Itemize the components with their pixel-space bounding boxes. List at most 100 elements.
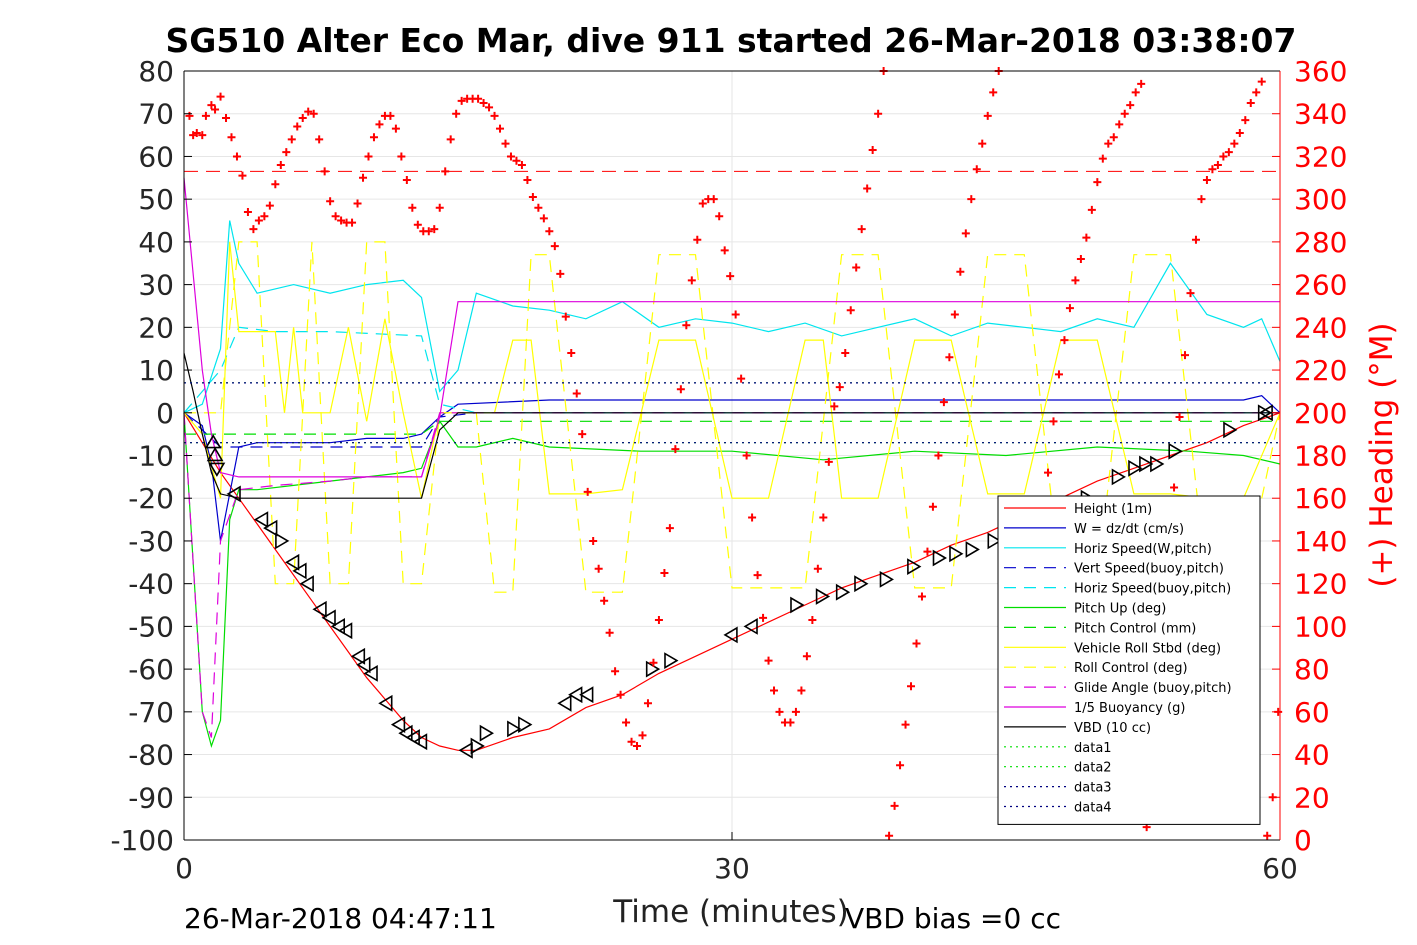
triangle-marker	[790, 596, 805, 614]
heading-point	[1241, 116, 1250, 125]
heading-point	[978, 139, 987, 148]
heading-point	[287, 135, 296, 144]
heading-point	[496, 124, 505, 133]
heading-point	[1213, 160, 1222, 169]
heading-point	[282, 148, 291, 157]
legend-entry: Pitch Control (mm)	[1074, 621, 1196, 636]
heading-point	[201, 111, 210, 120]
right-tick-label: 360	[1294, 55, 1347, 88]
heading-point	[1082, 233, 1091, 242]
triangle-marker	[507, 720, 522, 738]
heading-point	[720, 246, 729, 255]
y-tick-label: 40	[138, 226, 174, 259]
heading-point	[676, 385, 685, 394]
right-tick-label: 320	[1294, 140, 1347, 173]
heading-point	[950, 310, 959, 319]
series-line-6	[183, 412, 1281, 749]
heading-point	[331, 212, 340, 221]
heading-point	[605, 628, 614, 637]
heading-point	[1137, 79, 1146, 88]
heading-point	[901, 720, 910, 729]
legend-entry: Height (1m)	[1074, 502, 1152, 517]
triangle-marker	[1128, 459, 1143, 477]
series-line-5	[183, 326, 1280, 414]
triangle-marker	[557, 694, 572, 712]
heading-point	[490, 111, 499, 120]
series-line-7	[184, 420, 1280, 435]
x-tick-label: 0	[175, 852, 193, 885]
triangle-marker	[285, 553, 300, 571]
heading-point	[1191, 235, 1200, 244]
heading-point	[857, 225, 866, 234]
heading-point	[254, 216, 263, 225]
triangle-marker	[356, 656, 371, 674]
triangle-marker	[350, 647, 366, 665]
heading-point	[369, 133, 378, 142]
heading-point	[523, 175, 532, 184]
triangle-marker	[1223, 421, 1238, 439]
legend-entry: 1/5 Buoyancy (g)	[1074, 701, 1185, 716]
heading-point	[1202, 175, 1211, 184]
y-tick-label: -100	[110, 824, 174, 857]
heading-point	[764, 656, 773, 665]
heading-point	[309, 109, 318, 118]
y-tick-label: -40	[128, 568, 174, 601]
heading-point	[923, 547, 932, 556]
heading-point	[1044, 468, 1053, 477]
heading-point	[594, 564, 603, 573]
y-tick-label: -70	[128, 696, 174, 729]
triangle-marker	[987, 532, 1002, 550]
triangle-marker	[743, 618, 758, 635]
y-tick-label: -20	[128, 482, 174, 515]
heading-point	[748, 513, 757, 522]
right-tick-label: 340	[1294, 98, 1347, 131]
heading-point	[501, 139, 510, 148]
heading-point	[304, 107, 313, 116]
heading-point	[545, 227, 554, 236]
right-tick-label: 220	[1294, 354, 1347, 387]
heading-point	[912, 639, 921, 648]
heading-point	[578, 430, 587, 439]
series-line-12	[183, 352, 1280, 499]
heading-point	[211, 105, 220, 114]
legend-entry: W = dz/dt (cm/s)	[1074, 522, 1184, 537]
legend-entry: data2	[1074, 761, 1112, 776]
heading-point	[320, 167, 329, 176]
heading-point	[791, 707, 800, 716]
heading-point	[1126, 101, 1135, 110]
triangle-marker	[835, 583, 851, 601]
heading-point	[1170, 483, 1179, 492]
right-tick-label: 120	[1294, 568, 1347, 601]
heading-point	[265, 201, 274, 210]
heading-point	[775, 707, 784, 716]
right-tick-label: 0	[1294, 824, 1312, 857]
right-tick-label: 200	[1294, 397, 1347, 430]
heading-point	[654, 615, 663, 624]
heading-point	[550, 242, 559, 251]
heading-point	[665, 524, 674, 533]
heading-point	[1120, 109, 1129, 118]
heading-point	[315, 135, 324, 144]
heading-point	[841, 348, 850, 357]
heading-point	[1230, 139, 1239, 148]
heading-point	[238, 171, 247, 180]
heading-point	[271, 180, 280, 189]
heading-point	[1263, 831, 1272, 840]
right-tick-label: 160	[1294, 482, 1347, 515]
y-tick-label: 50	[138, 183, 174, 216]
heading-point	[983, 111, 992, 120]
heading-point	[1093, 178, 1102, 187]
y-tick-label: 0	[156, 397, 174, 430]
heading-point	[435, 203, 444, 212]
heading-point	[737, 374, 746, 383]
heading-point	[326, 197, 335, 206]
heading-point	[534, 203, 543, 212]
triangle-marker	[1150, 455, 1165, 473]
y-tick-label: 70	[138, 98, 174, 131]
heading-point	[1098, 154, 1107, 163]
heading-point	[874, 109, 883, 118]
heading-point	[885, 831, 894, 840]
heading-point	[1257, 77, 1266, 86]
right-axis-label: (+) Heading (°M)	[1364, 322, 1400, 587]
heading-point	[243, 207, 252, 216]
